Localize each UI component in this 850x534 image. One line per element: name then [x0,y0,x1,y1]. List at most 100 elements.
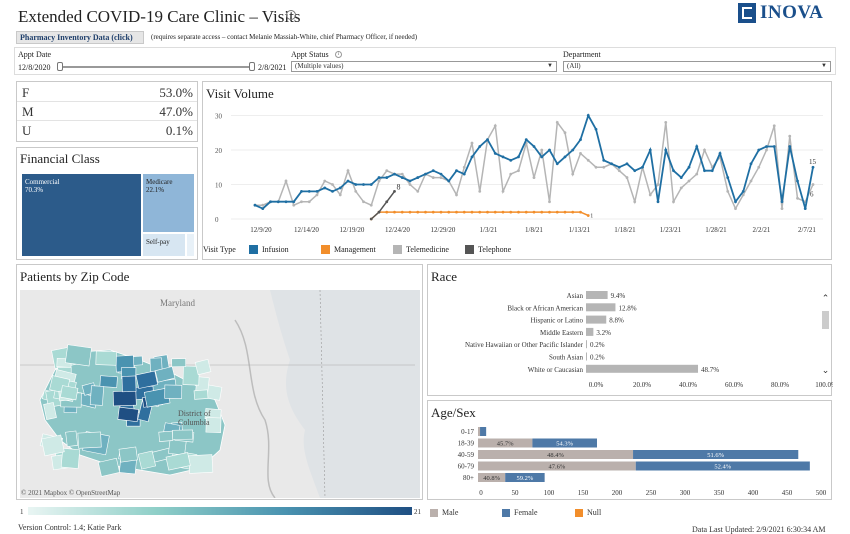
zip-area[interactable] [41,434,65,457]
data-point-telemedicine[interactable] [703,148,706,152]
female-bar[interactable] [633,450,799,459]
data-point-telemedicine[interactable] [501,189,505,193]
data-point-infusion[interactable] [803,207,807,211]
data-point-infusion[interactable] [393,172,396,176]
data-point-telemedicine[interactable] [772,124,776,128]
female-bar[interactable] [532,438,597,448]
data-point-infusion[interactable] [672,169,675,173]
data-point-telemedicine[interactable] [765,148,768,152]
data-point-infusion[interactable] [493,152,497,155]
data-point-management[interactable] [478,210,482,214]
race-bar[interactable] [586,315,607,324]
legend-swatch[interactable] [321,245,330,254]
data-point-telemedicine[interactable] [780,207,784,211]
data-point-infusion[interactable] [439,172,443,176]
race-bar[interactable] [586,291,608,299]
data-point-infusion[interactable] [641,165,644,169]
male-bar[interactable] [478,473,506,482]
data-point-telephone[interactable] [393,189,396,193]
data-point-telemedicine[interactable] [400,172,404,176]
data-point-telemedicine[interactable] [672,200,675,204]
data-point-infusion[interactable] [307,189,311,193]
race-bar[interactable] [586,327,594,336]
data-point-infusion[interactable] [532,145,536,148]
data-point-telemedicine[interactable] [493,124,497,128]
data-point-infusion[interactable] [424,172,427,176]
data-point-telemedicine[interactable] [509,172,513,176]
zip-area[interactable] [158,430,174,442]
zip-area[interactable] [182,365,200,386]
data-point-infusion[interactable] [625,162,629,166]
race-bar[interactable] [586,340,587,349]
data-point-infusion[interactable] [292,200,296,204]
data-point-infusion[interactable] [710,169,714,173]
male-bar[interactable] [478,450,634,459]
data-point-infusion[interactable] [470,155,474,159]
data-point-telephone[interactable] [385,200,389,204]
male-bar[interactable] [478,427,481,436]
race-bar[interactable] [586,364,699,373]
legend-swatch[interactable] [393,245,402,254]
data-point-management[interactable] [509,210,513,214]
data-point-management[interactable] [501,210,505,214]
data-point-infusion[interactable] [579,138,582,142]
treemap-other[interactable] [187,234,194,256]
data-point-infusion[interactable] [548,148,551,152]
data-point-telemedicine[interactable] [307,200,311,204]
data-point-infusion[interactable] [656,200,660,204]
data-point-telemedicine[interactable] [571,172,575,176]
data-point-telemedicine[interactable] [579,152,582,155]
zip-area[interactable] [60,447,81,469]
data-point-management[interactable] [548,210,551,214]
data-point-infusion[interactable] [276,200,280,204]
data-point-infusion[interactable] [563,155,567,159]
series-line-telemedicine[interactable] [255,120,814,211]
zip-area[interactable] [118,446,138,463]
data-point-infusion[interactable] [757,148,761,152]
data-point-telephone[interactable] [369,217,373,221]
race-bar[interactable] [586,352,587,361]
treemap-medicare[interactable]: Medicare 22.1% [143,174,194,232]
date-slider-handle-end[interactable] [249,62,255,71]
data-point-management[interactable] [439,210,443,214]
data-point-infusion[interactable] [369,183,373,186]
zip-area[interactable] [77,431,102,449]
data-point-telemedicine[interactable] [315,193,319,197]
data-point-management[interactable] [532,210,536,214]
data-point-infusion[interactable] [780,200,784,204]
race-scrollbar[interactable]: ⌃ ⌄ [821,293,830,375]
data-point-infusion[interactable] [517,155,520,159]
scroll-thumb[interactable] [822,311,829,329]
legend-null[interactable]: Null [575,508,601,518]
department-dropdown[interactable]: (All) ▼ [563,61,831,72]
data-point-telemedicine[interactable] [478,189,482,193]
data-point-infusion[interactable] [300,189,303,193]
data-point-telemedicine[interactable] [431,176,435,179]
data-point-telemedicine[interactable] [687,179,691,183]
data-point-infusion[interactable] [571,148,575,152]
data-point-infusion[interactable] [261,207,265,211]
data-point-telemedicine[interactable] [563,131,567,135]
data-point-telemedicine[interactable] [517,169,520,173]
data-point-management[interactable] [493,210,497,214]
data-point-infusion[interactable] [455,169,458,173]
data-point-telemedicine[interactable] [757,165,761,169]
data-point-infusion[interactable] [447,179,451,183]
zip-area[interactable] [121,375,137,393]
data-point-infusion[interactable] [602,158,606,162]
info-icon[interactable]: i [286,10,296,20]
appt-status-dropdown[interactable]: (Multiple values) ▼ [291,61,557,72]
data-point-management[interactable] [408,210,412,214]
data-point-telemedicine[interactable] [796,196,799,200]
data-point-management[interactable] [462,210,466,214]
data-point-infusion[interactable] [811,165,815,169]
data-point-infusion[interactable] [741,189,745,193]
data-point-telemedicine[interactable] [439,176,443,179]
data-point-infusion[interactable] [749,162,753,166]
data-point-infusion[interactable] [354,183,358,186]
data-point-infusion[interactable] [679,176,683,179]
zip-area[interactable] [65,430,79,447]
zip-area[interactable] [43,402,57,420]
legend-female[interactable]: Female [502,508,538,518]
zip-area[interactable] [172,429,194,440]
